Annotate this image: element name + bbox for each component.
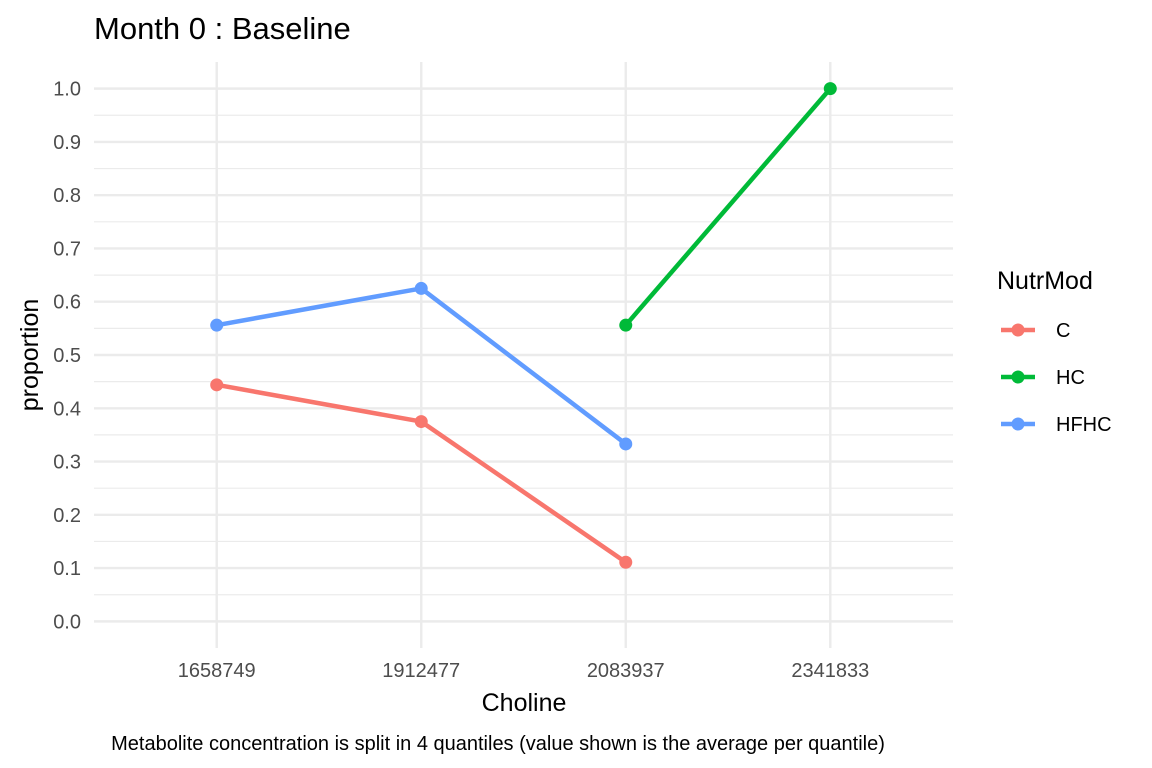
y-axis-title: proportion — [16, 299, 44, 412]
data-point-hfhc — [619, 437, 633, 451]
data-point-hc — [619, 318, 633, 332]
y-tick-label: 0.7 — [53, 238, 81, 260]
y-tick-label: 0.4 — [53, 398, 81, 420]
y-tick-label: 1.0 — [53, 79, 81, 101]
y-axis-ticks: 0.0 0.1 0.2 0.3 0.4 0.5 0.6 0.7 0.8 0.9 1.0 — [53, 79, 81, 634]
chart-title: Month 0 : Baseline — [94, 11, 351, 46]
data-point-c — [619, 555, 633, 569]
legend-title: NutrMod — [997, 267, 1093, 295]
y-tick-label: 0.3 — [53, 452, 81, 474]
x-tick-label: 2083937 — [587, 660, 665, 682]
x-tick-label: 1912477 — [382, 660, 460, 682]
x-tick-label: 2341833 — [791, 660, 869, 682]
chart-caption: Metabolite concentration is split in 4 q… — [111, 733, 885, 755]
x-tick-label: 1658749 — [178, 660, 256, 682]
data-point-c — [210, 378, 224, 392]
legend-label-hfhc: HFHC — [1056, 414, 1112, 436]
y-tick-label: 0.8 — [53, 185, 81, 207]
y-tick-label: 0.9 — [53, 132, 81, 154]
x-axis-title: Choline — [482, 689, 567, 717]
legend-key-point — [1011, 417, 1025, 431]
data-point-hfhc — [210, 318, 224, 332]
x-axis-ticks: 1658749 1912477 2083937 2341833 — [178, 660, 869, 682]
y-tick-label: 0.6 — [53, 292, 81, 314]
series-layer — [210, 82, 837, 569]
data-point-c — [414, 415, 428, 429]
legend: NutrMod C HC HFHC — [997, 267, 1112, 436]
data-point-hc — [823, 82, 837, 96]
y-tick-label: 0.1 — [53, 558, 81, 580]
legend-key-point — [1011, 370, 1025, 384]
legend-items: C HC HFHC — [1001, 320, 1112, 436]
y-tick-label: 0.0 — [53, 611, 81, 633]
legend-label-hc: HC — [1056, 367, 1085, 389]
legend-key-point — [1011, 323, 1025, 337]
series-line-hc — [624, 87, 832, 327]
y-tick-label: 0.2 — [53, 505, 81, 527]
data-point-hfhc — [414, 281, 428, 295]
legend-label-c: C — [1056, 320, 1070, 342]
grid — [94, 62, 953, 648]
y-tick-label: 0.5 — [53, 345, 81, 367]
